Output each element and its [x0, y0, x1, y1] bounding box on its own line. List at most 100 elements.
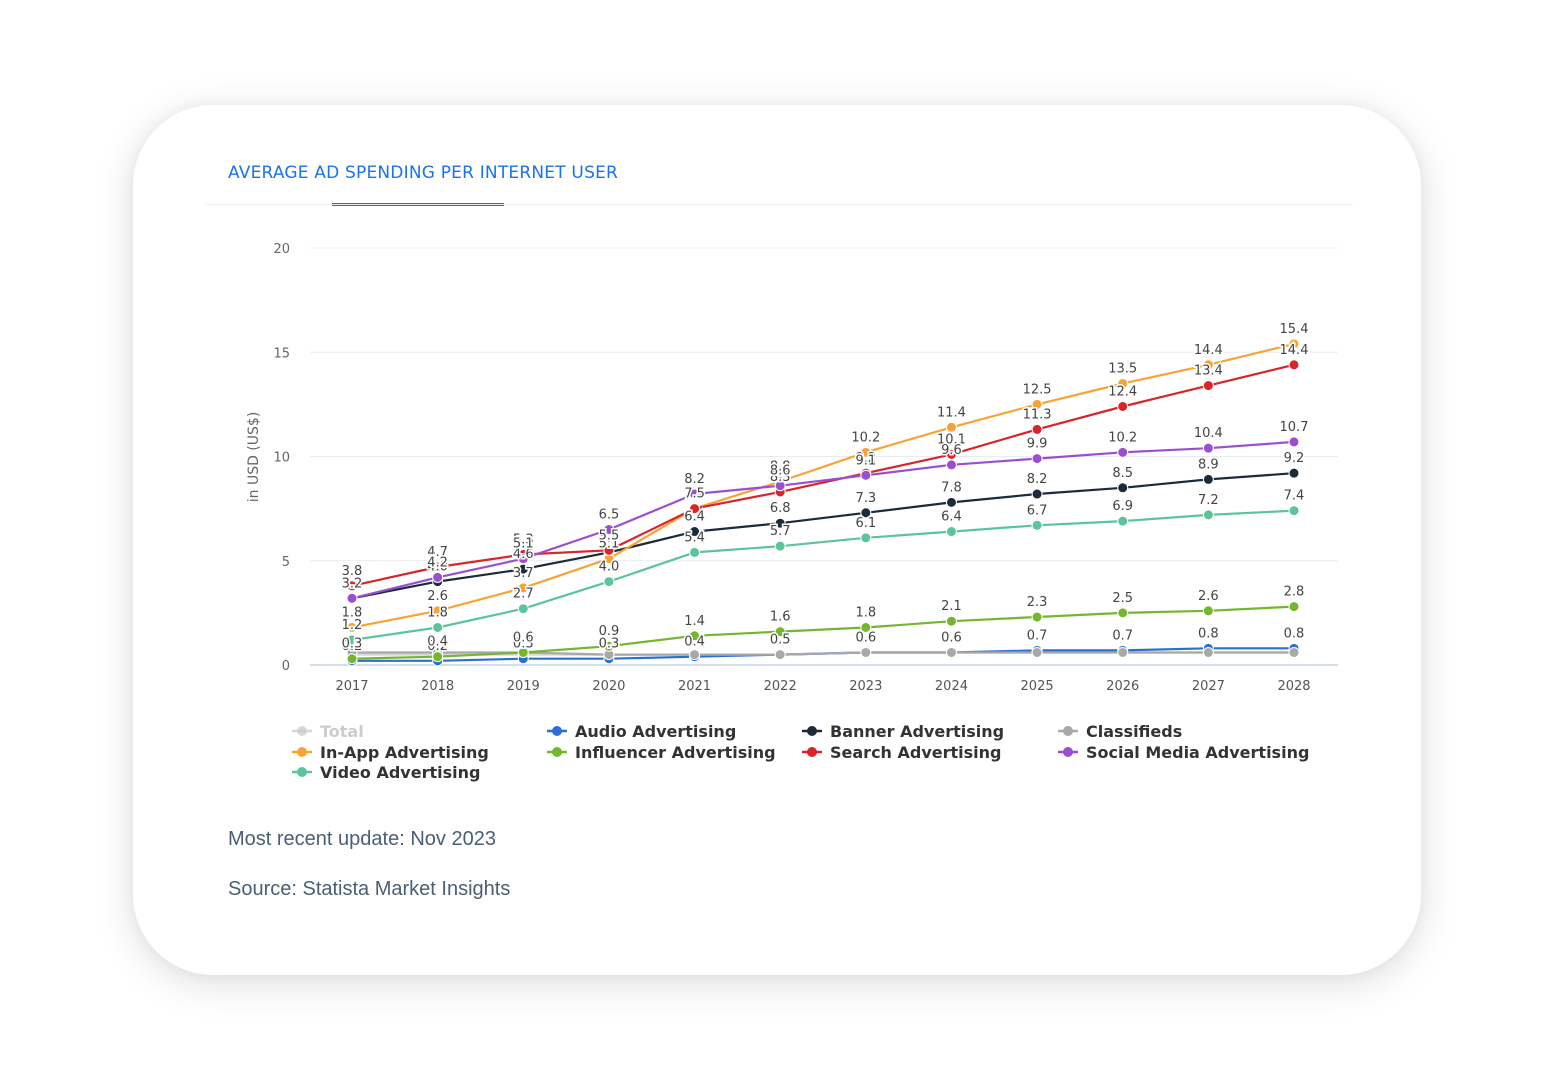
data-point[interactable] [774, 626, 786, 638]
data-point[interactable] [1202, 605, 1214, 617]
data-point[interactable] [1031, 398, 1043, 410]
data-point[interactable] [860, 532, 872, 544]
legend-marker-icon [807, 726, 817, 736]
data-point[interactable] [432, 651, 444, 663]
tab-average-ad-spending[interactable]: AVERAGE AD SPENDING PER INTERNET USER [228, 163, 619, 183]
legend-item[interactable]: Influencer Advertising [547, 743, 776, 762]
data-point[interactable] [346, 634, 358, 646]
data-point[interactable] [945, 526, 957, 538]
data-point[interactable] [1117, 515, 1129, 527]
data-point[interactable] [1031, 423, 1043, 435]
data-point[interactable] [1288, 338, 1300, 350]
data-point[interactable] [517, 603, 529, 615]
data-point[interactable] [1031, 453, 1043, 465]
legend-item[interactable]: Audio Advertising [547, 722, 736, 741]
data-point[interactable] [1031, 646, 1043, 658]
data-point[interactable] [689, 546, 701, 558]
data-point[interactable] [945, 646, 957, 658]
data-point[interactable] [774, 517, 786, 529]
data-point[interactable] [774, 480, 786, 492]
data-point[interactable] [1117, 646, 1129, 658]
y-tick-label: 5 [282, 555, 290, 570]
data-point[interactable] [517, 582, 529, 594]
data-point[interactable] [1288, 646, 1300, 658]
data-point[interactable] [346, 621, 358, 633]
legend-item[interactable]: In-App Advertising [292, 743, 489, 762]
data-point[interactable] [432, 571, 444, 583]
data-point[interactable] [689, 503, 701, 515]
series-line [351, 605, 1295, 660]
data-point[interactable] [1117, 607, 1129, 619]
data-point[interactable] [1202, 509, 1214, 521]
data-point[interactable] [1117, 446, 1129, 458]
data-label: 0.2 [342, 639, 363, 654]
data-point[interactable] [1202, 646, 1214, 658]
data-point[interactable] [860, 446, 872, 458]
legend-item[interactable]: Total [292, 722, 364, 741]
data-point[interactable] [517, 646, 529, 658]
data-point[interactable] [1031, 519, 1043, 531]
x-tick-label: 2020 [592, 679, 625, 694]
data-point[interactable] [689, 630, 701, 642]
legend-item[interactable]: Search Advertising [802, 743, 1002, 762]
data-label: 0.3 [342, 637, 363, 652]
data-point[interactable] [603, 523, 615, 535]
data-point[interactable] [860, 621, 872, 633]
legend-label: In-App Advertising [320, 743, 489, 762]
legend-item[interactable]: Social Media Advertising [1058, 743, 1309, 762]
data-point[interactable] [1288, 467, 1300, 479]
data-point[interactable] [689, 488, 701, 500]
data-label: 10.2 [1108, 430, 1137, 445]
data-label: 5.1 [599, 537, 620, 552]
legend-label: Total [320, 722, 364, 741]
data-label: 10.1 [937, 432, 966, 447]
data-point[interactable] [860, 469, 872, 481]
data-label: 11.4 [937, 405, 966, 420]
legend-item[interactable]: Banner Advertising [802, 722, 1004, 741]
data-point[interactable] [1031, 611, 1043, 623]
data-point[interactable] [1288, 359, 1300, 371]
legend-item[interactable]: Classifieds [1058, 722, 1182, 741]
data-point[interactable] [1117, 400, 1129, 412]
data-point[interactable] [1117, 482, 1129, 494]
data-label: 5.7 [770, 524, 791, 539]
legend-marker-icon [552, 747, 562, 757]
data-label: 12.5 [1023, 382, 1052, 397]
chart-legend[interactable]: Total Audio Advertising Banner Advertising… [292, 722, 1309, 782]
data-point[interactable] [1031, 488, 1043, 500]
data-point[interactable] [689, 526, 701, 538]
data-point[interactable] [1288, 505, 1300, 517]
data-point[interactable] [346, 580, 358, 592]
data-point[interactable] [1202, 380, 1214, 392]
data-point[interactable] [1202, 473, 1214, 485]
data-label: 8.2 [1027, 472, 1048, 487]
data-point[interactable] [346, 592, 358, 604]
data-point[interactable] [945, 615, 957, 627]
data-point[interactable] [517, 553, 529, 565]
x-tick-label: 2021 [678, 679, 711, 694]
x-tick-label: 2022 [764, 679, 797, 694]
data-label: 1.2 [342, 618, 363, 633]
data-point[interactable] [860, 646, 872, 658]
data-point[interactable] [945, 496, 957, 508]
data-point[interactable] [603, 544, 615, 556]
data-point[interactable] [432, 605, 444, 617]
data-point[interactable] [945, 421, 957, 433]
data-point[interactable] [774, 649, 786, 661]
data-point[interactable] [1202, 359, 1214, 371]
data-point[interactable] [1288, 436, 1300, 448]
data-point[interactable] [1288, 601, 1300, 613]
data-label: 0.3 [513, 637, 534, 652]
data-point[interactable] [432, 621, 444, 633]
data-point[interactable] [860, 507, 872, 519]
data-point[interactable] [689, 649, 701, 661]
data-point[interactable] [774, 540, 786, 552]
data-point[interactable] [1117, 378, 1129, 390]
data-point[interactable] [603, 576, 615, 588]
data-point[interactable] [945, 459, 957, 471]
legend-item[interactable]: Video Advertising [292, 763, 480, 782]
data-point[interactable] [346, 653, 358, 665]
data-point[interactable] [603, 640, 615, 652]
data-point[interactable] [1202, 442, 1214, 454]
data-label: 8.9 [1198, 457, 1219, 472]
